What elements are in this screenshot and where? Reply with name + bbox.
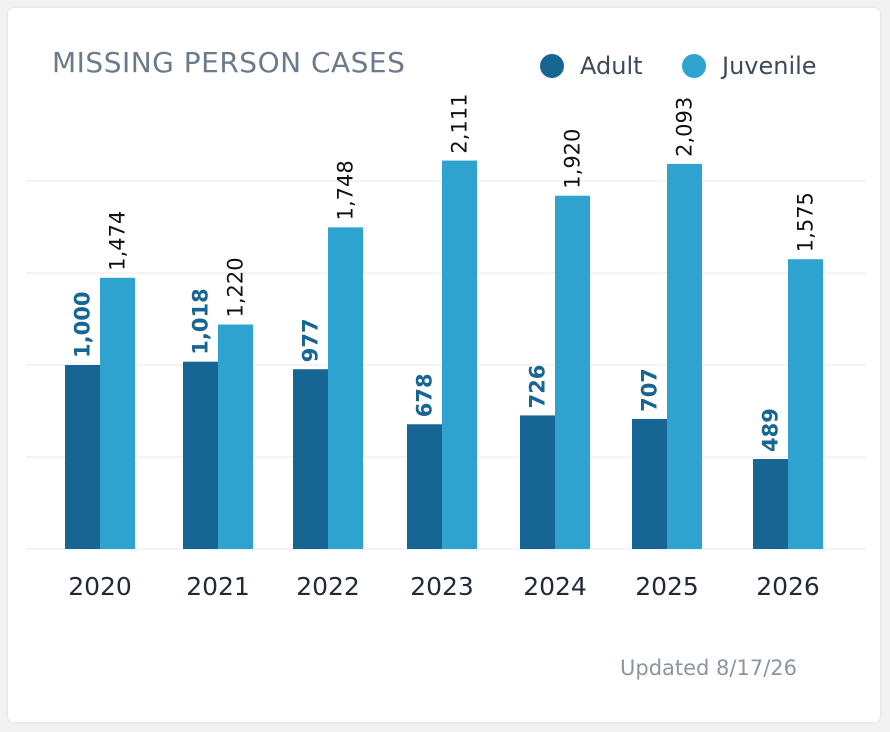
value-label-adult: 707 xyxy=(638,368,662,412)
x-tick-label: 2025 xyxy=(635,572,699,601)
bar-juvenile xyxy=(555,195,590,549)
bar-juvenile xyxy=(788,259,823,549)
bar-juvenile xyxy=(667,163,702,549)
value-label-adult: 977 xyxy=(299,318,323,362)
value-label-adult: 678 xyxy=(413,373,437,417)
value-label-adult: 1,000 xyxy=(71,292,95,358)
value-label-juvenile: 1,474 xyxy=(106,211,130,271)
value-label-juvenile: 1,575 xyxy=(794,192,818,252)
legend-dot-adult xyxy=(540,54,564,78)
value-label-juvenile: 1,748 xyxy=(334,160,358,220)
bar-juvenile xyxy=(218,324,253,549)
x-tick-label: 2020 xyxy=(68,572,132,601)
legend-label-juvenile: Juvenile xyxy=(722,52,817,80)
x-tick-label: 2022 xyxy=(296,572,360,601)
legend-item-juvenile: Juvenile xyxy=(682,52,817,80)
legend-dot-juvenile xyxy=(682,54,706,78)
x-tick-label: 2024 xyxy=(523,572,587,601)
bar-adult xyxy=(520,415,555,549)
legend-label-adult: Adult xyxy=(580,52,643,80)
value-label-adult: 726 xyxy=(526,365,550,409)
bar-adult xyxy=(753,459,788,549)
bar-adult xyxy=(407,424,442,549)
x-tick-label: 2023 xyxy=(410,572,474,601)
value-label-juvenile: 2,111 xyxy=(448,93,472,153)
bar-juvenile xyxy=(328,227,363,550)
value-label-juvenile: 1,220 xyxy=(224,257,248,317)
bar-adult xyxy=(183,361,218,549)
x-tick-label: 2026 xyxy=(756,572,820,601)
bar-adult xyxy=(293,369,328,549)
value-label-adult: 1,018 xyxy=(189,288,213,354)
bar-juvenile xyxy=(442,160,477,550)
bar-adult xyxy=(632,418,667,549)
value-label-adult: 489 xyxy=(759,408,783,452)
value-label-juvenile: 1,920 xyxy=(561,129,585,189)
x-tick-label: 2021 xyxy=(186,572,250,601)
bar-adult xyxy=(65,365,100,549)
chart-title: MISSING PERSON CASES xyxy=(52,46,406,79)
value-label-juvenile: 2,093 xyxy=(673,97,697,157)
bar-juvenile xyxy=(100,277,135,549)
legend-item-adult: Adult xyxy=(540,52,643,80)
updated-timestamp: Updated 8/17/26 xyxy=(620,656,798,680)
